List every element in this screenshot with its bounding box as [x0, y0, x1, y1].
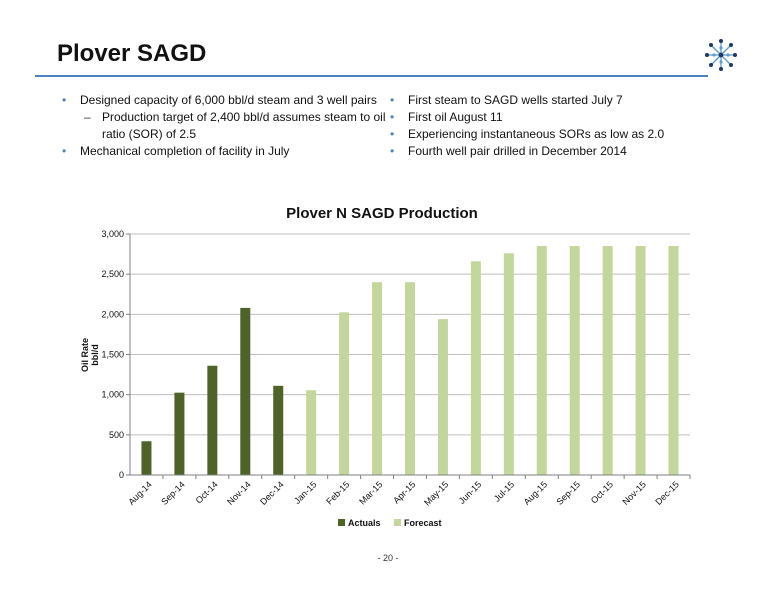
bullet-item: • Mechanical completion of facility in Ju… — [62, 143, 392, 160]
x-tick-label: Apr-15 — [391, 479, 417, 505]
bar-forecast — [405, 282, 415, 475]
x-tick-label: Sep-14 — [159, 479, 187, 507]
legend-label-actuals: Actuals — [348, 518, 381, 528]
bullet-item: • First oil August 11 — [390, 109, 720, 126]
bar-actuals — [174, 392, 185, 475]
page-number: - 20 - — [377, 553, 399, 563]
bar-forecast — [372, 282, 383, 475]
legend-swatch-forecast — [394, 519, 401, 526]
bullet-marker: • — [390, 93, 395, 107]
bar-forecast — [503, 253, 514, 475]
bar-forecast — [306, 390, 317, 475]
x-tick-label: Dec-14 — [258, 479, 286, 507]
y-tick-label: 2,500 — [101, 269, 124, 279]
right-bullet-list: • First steam to SAGD wells started July … — [390, 92, 720, 160]
sub-bullet-item: – Production target of 2,400 bbl/d assume… — [62, 109, 392, 143]
bullet-text: Fourth well pair drilled in December 201… — [408, 144, 627, 158]
sub-bullet-marker: – — [84, 110, 91, 124]
y-tick-label: 500 — [109, 430, 124, 440]
x-tick-label: Jun-15 — [457, 479, 484, 506]
bullet-marker: • — [62, 93, 67, 107]
bar-actuals — [207, 365, 218, 475]
bullet-text: Experiencing instantaneous SORs as low a… — [408, 127, 665, 141]
chart-title: Plover N SAGD Production — [286, 205, 478, 222]
bar-forecast — [437, 319, 448, 475]
bar-actuals — [273, 385, 284, 475]
bullet-text: Mechanical completion of facility in Jul… — [80, 144, 290, 158]
bullet-item: • Experiencing instantaneous SORs as low … — [390, 126, 720, 143]
bar-forecast — [635, 246, 646, 475]
y-tick-label: 3,000 — [101, 229, 124, 239]
bullet-item: • Fourth well pair drilled in December 20… — [390, 143, 720, 160]
slide-title: Plover SAGD — [57, 40, 207, 67]
left-bullet-list: • Designed capacity of 6,000 bbl/d steam … — [62, 92, 392, 160]
x-tick-label: Aug-14 — [126, 479, 154, 507]
y-axis-label-line-2: bbl/d — [90, 344, 100, 366]
bar-actuals — [240, 307, 251, 475]
bar-forecast — [668, 246, 679, 475]
bullet-marker: • — [62, 144, 67, 158]
legend-label-forecast: Forecast — [404, 518, 442, 528]
bullet-marker: • — [390, 110, 395, 124]
bullet-text: First oil August 11 — [408, 110, 503, 124]
x-tick-label: Nov-15 — [620, 479, 648, 507]
x-tick-label: Nov-14 — [225, 479, 253, 507]
bar-actuals — [141, 441, 152, 475]
y-tick-label: 1,000 — [101, 390, 124, 400]
legend-swatch-actuals — [338, 519, 345, 526]
company-logo-icon — [705, 39, 737, 71]
x-tick-label: Jul-15 — [492, 479, 516, 503]
bullet-item: • Designed capacity of 6,000 bbl/d steam … — [62, 92, 392, 109]
x-tick-label: Jan-15 — [292, 479, 319, 506]
y-tick-label: 0 — [119, 470, 124, 480]
x-tick-label: Oct-15 — [589, 479, 615, 505]
y-tick-label: 1,500 — [101, 350, 124, 360]
x-tick-label: Oct-14 — [194, 479, 220, 505]
bar-forecast — [569, 246, 580, 475]
bullet-text: Designed capacity of 6,000 bbl/d steam a… — [80, 93, 377, 107]
bullet-text: Production target of 2,400 bbl/d assumes… — [102, 110, 386, 141]
x-tick-label: Mar-15 — [357, 479, 384, 506]
title-divider — [35, 75, 708, 77]
x-tick-label: Sep-15 — [555, 479, 583, 507]
x-tick-label: May-15 — [422, 479, 450, 507]
bar-forecast — [602, 246, 613, 475]
bullet-text: First steam to SAGD wells started July 7 — [408, 93, 623, 107]
bar-forecast — [339, 312, 350, 475]
bar-forecast — [536, 246, 547, 475]
bullet-marker: • — [390, 144, 395, 158]
bar-forecast — [470, 261, 481, 475]
x-tick-label: Feb-15 — [324, 479, 351, 506]
y-axis-label-line-1: Oil Rate — [80, 338, 90, 372]
bullet-item: • First steam to SAGD wells started July … — [390, 92, 720, 109]
bullet-marker: • — [390, 127, 395, 141]
x-tick-label: Dec-15 — [653, 479, 681, 507]
y-tick-label: 2,000 — [101, 309, 124, 319]
x-tick-label: Aug-15 — [522, 479, 550, 507]
